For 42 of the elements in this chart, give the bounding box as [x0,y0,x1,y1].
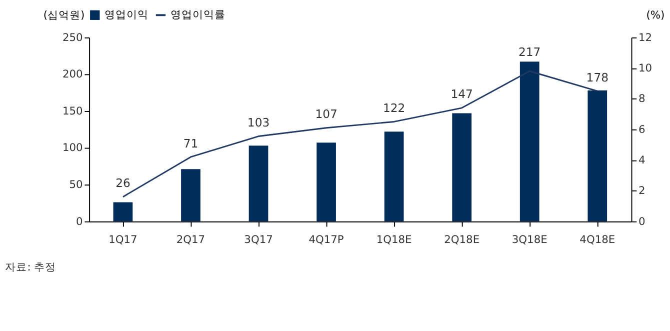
data-label: 147 [450,87,473,102]
data-label: 107 [315,107,338,122]
bar [384,132,404,222]
y-tick-label: 200 [62,68,84,81]
y2-tick-label: 0 [638,214,646,228]
y-axis-title: (십억원) [43,8,85,22]
data-label: 26 [116,176,130,190]
y2-tick-label: 8 [638,92,646,106]
y2-tick-label: 2 [638,184,646,198]
y2-tick-label: 4 [638,153,646,166]
text: 자료: 추정 [5,260,56,274]
y-tick-label: 0 [76,214,83,228]
bar [520,62,540,222]
data-label: 71 [183,136,198,150]
x-tick-label: 4Q17P [308,233,344,246]
bar [248,146,268,222]
x-tick-label: 2Q18E [444,233,480,246]
x-tick-label: 4Q18E [580,233,616,246]
data-label: 122 [382,101,406,116]
x-tick-label: 3Q18E [512,233,548,246]
x-tick-label: 3Q17 [244,233,273,246]
y2-tick-label: 12 [638,30,652,44]
y-tick-label: 100 [62,141,84,154]
bar [316,142,336,222]
bar [113,202,133,222]
data-label: 217 [518,44,541,59]
y-tick-label: 50 [69,178,84,191]
bar [181,169,200,222]
y-tick-label: 250 [62,30,84,44]
bar [452,113,472,222]
x-tick-label: 1Q17 [108,233,138,246]
data-label: 178 [586,70,608,84]
y-tick-label: 150 [62,104,84,118]
x-tick-label: 2Q17 [176,233,206,246]
bar [588,90,608,222]
x-tick-label: 1Q18E [376,233,412,246]
legend-label: 영업이익 [104,8,149,22]
legend-label: 영업이익률 [170,8,226,22]
y2-axis-title: (%) [646,8,665,22]
data-label: 103 [247,116,270,130]
y2-tick-label: 10 [638,61,652,74]
y2-tick-label: 6 [638,122,646,136]
